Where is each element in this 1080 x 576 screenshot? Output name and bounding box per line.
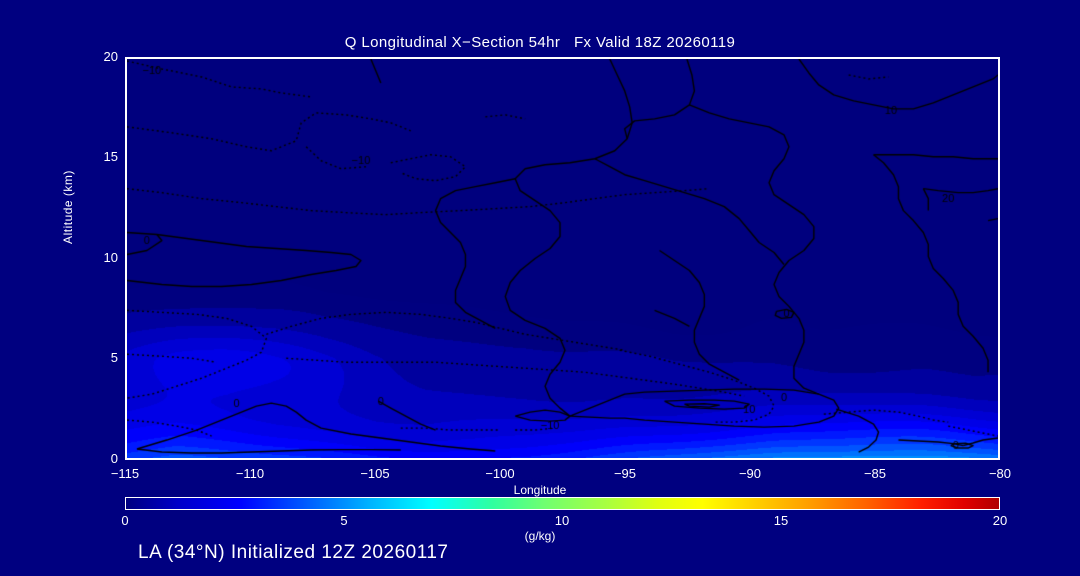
colorbar-tick-0: 0 [121, 513, 129, 528]
x-tick--115: −115 [110, 466, 140, 481]
y-tick-20: 20 [103, 49, 118, 64]
colorbar [125, 497, 1000, 510]
y-tick-10: 10 [103, 250, 118, 265]
colorbar-outline [125, 497, 1000, 510]
y-axis-label: Altitude (km) [61, 170, 75, 244]
x-axis-label: Longitude [513, 483, 567, 497]
colorbar-tick-20: 20 [992, 513, 1008, 528]
y-tick-0: 0 [110, 451, 118, 466]
colorbar-units-label: (g/kg) [524, 529, 556, 543]
colorbar-tick-15: 15 [773, 513, 789, 528]
footer-label: LA (34°N) Initialized 12Z 20260117 [138, 542, 449, 563]
colorbar-tick-5: 5 [340, 513, 348, 528]
colorbar-tick-10: 10 [554, 513, 570, 528]
x-tick--105: −105 [360, 466, 390, 481]
y-tick-15: 15 [103, 149, 118, 164]
y-tick-5: 5 [110, 350, 118, 365]
cross-section-canvas [127, 59, 998, 458]
plot-area [125, 57, 1000, 460]
x-tick--85: −85 [863, 466, 887, 481]
x-tick--110: −110 [235, 466, 265, 481]
x-tick--80: −80 [988, 466, 1012, 481]
x-tick--95: −95 [613, 466, 637, 481]
x-tick--100: −100 [485, 466, 515, 481]
x-tick--90: −90 [738, 466, 762, 481]
page-title: Q Longitudinal X−Section 54hr Fx Valid 1… [344, 34, 736, 51]
colorbar-gradient [126, 498, 999, 509]
